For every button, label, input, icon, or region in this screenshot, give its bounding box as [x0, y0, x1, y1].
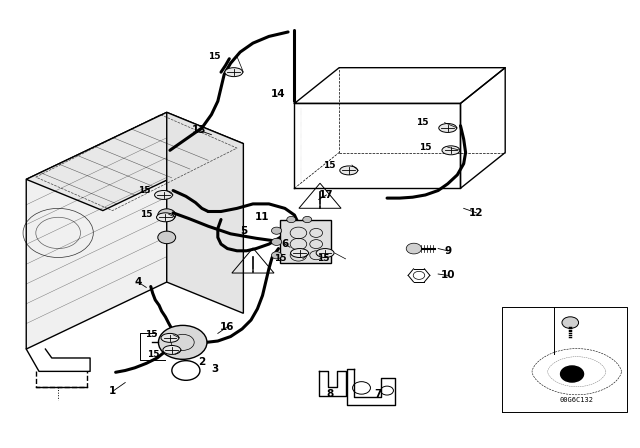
Text: 14: 14 — [271, 90, 286, 99]
Text: 15: 15 — [140, 210, 153, 219]
Circle shape — [561, 366, 584, 382]
Circle shape — [271, 227, 282, 234]
Ellipse shape — [291, 249, 308, 258]
Circle shape — [271, 252, 282, 259]
Ellipse shape — [161, 333, 179, 342]
Circle shape — [158, 209, 175, 221]
Circle shape — [271, 238, 282, 246]
Text: 8: 8 — [326, 389, 333, 399]
Text: 4: 4 — [134, 277, 141, 287]
Text: 6: 6 — [281, 239, 289, 249]
Text: 15: 15 — [209, 52, 221, 61]
Ellipse shape — [439, 124, 457, 133]
Ellipse shape — [340, 166, 358, 175]
Text: 15: 15 — [317, 254, 330, 263]
Circle shape — [159, 325, 207, 359]
Ellipse shape — [163, 345, 180, 354]
Text: 15: 15 — [275, 254, 287, 263]
FancyBboxPatch shape — [280, 220, 332, 263]
Polygon shape — [26, 112, 243, 211]
Text: 15: 15 — [147, 350, 159, 359]
Ellipse shape — [316, 249, 334, 258]
Text: 3: 3 — [211, 364, 218, 374]
Text: 13: 13 — [191, 125, 206, 135]
Circle shape — [303, 216, 312, 223]
Text: 00G6C132: 00G6C132 — [560, 396, 594, 403]
Ellipse shape — [442, 146, 460, 155]
Ellipse shape — [225, 68, 243, 77]
Text: 10: 10 — [440, 270, 455, 280]
Circle shape — [562, 317, 579, 328]
Ellipse shape — [155, 190, 173, 199]
Circle shape — [158, 231, 175, 244]
Ellipse shape — [157, 213, 174, 222]
Text: 17: 17 — [319, 190, 333, 200]
Text: 11: 11 — [255, 212, 270, 222]
Circle shape — [406, 243, 422, 254]
Text: 15: 15 — [145, 330, 157, 339]
Text: 15: 15 — [416, 118, 429, 127]
Text: 7: 7 — [374, 389, 381, 399]
Polygon shape — [26, 112, 167, 349]
Text: 2: 2 — [198, 358, 205, 367]
Polygon shape — [167, 112, 243, 313]
Text: 15: 15 — [138, 186, 151, 195]
Text: 15: 15 — [323, 160, 336, 169]
Text: 16: 16 — [220, 322, 235, 332]
Text: 1: 1 — [109, 387, 116, 396]
Text: 9: 9 — [444, 246, 451, 256]
Circle shape — [287, 216, 296, 223]
Text: 5: 5 — [240, 226, 247, 236]
Text: 15: 15 — [419, 142, 432, 152]
Text: 12: 12 — [469, 208, 484, 218]
